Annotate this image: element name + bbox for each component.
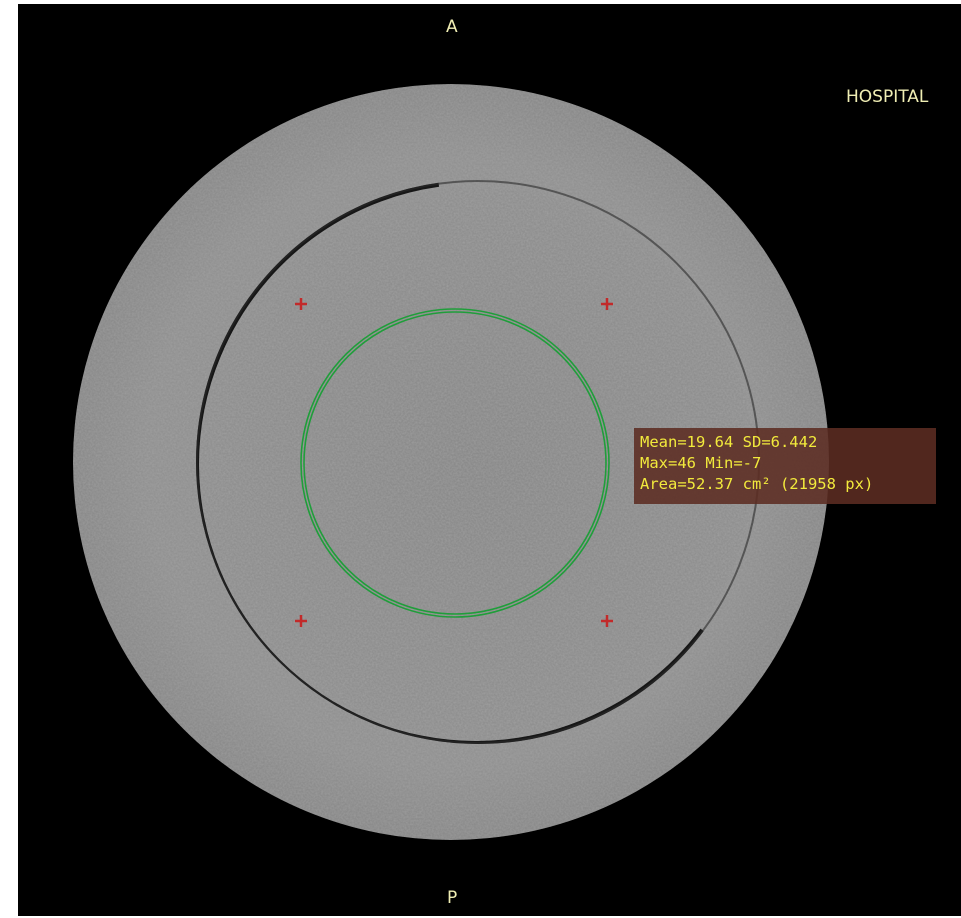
orientation-posterior-label: P (447, 888, 458, 908)
marker-bottom-right (601, 615, 613, 627)
roi-stat-area: Area=52.37 cm² (21958 px) (640, 475, 874, 493)
image-viewport[interactable]: A P HOSPITAL Mean=19.64 SD=6.442 Max=46 … (18, 4, 961, 916)
marker-top-right (601, 298, 613, 310)
orientation-anterior-label: A (446, 17, 458, 37)
ct-slice-image[interactable] (18, 4, 961, 916)
institution-label: HOSPITAL (846, 87, 929, 107)
roi-statistics-panel[interactable]: Mean=19.64 SD=6.442 Max=46 Min=-7 Area=5… (634, 428, 936, 504)
roi-stat-max-min: Max=46 Min=-7 (640, 454, 762, 472)
roi-stat-mean-sd: Mean=19.64 SD=6.442 (640, 433, 818, 451)
roi-circle[interactable] (300, 308, 610, 618)
marker-bottom-left (295, 615, 307, 627)
marker-top-left (295, 298, 307, 310)
